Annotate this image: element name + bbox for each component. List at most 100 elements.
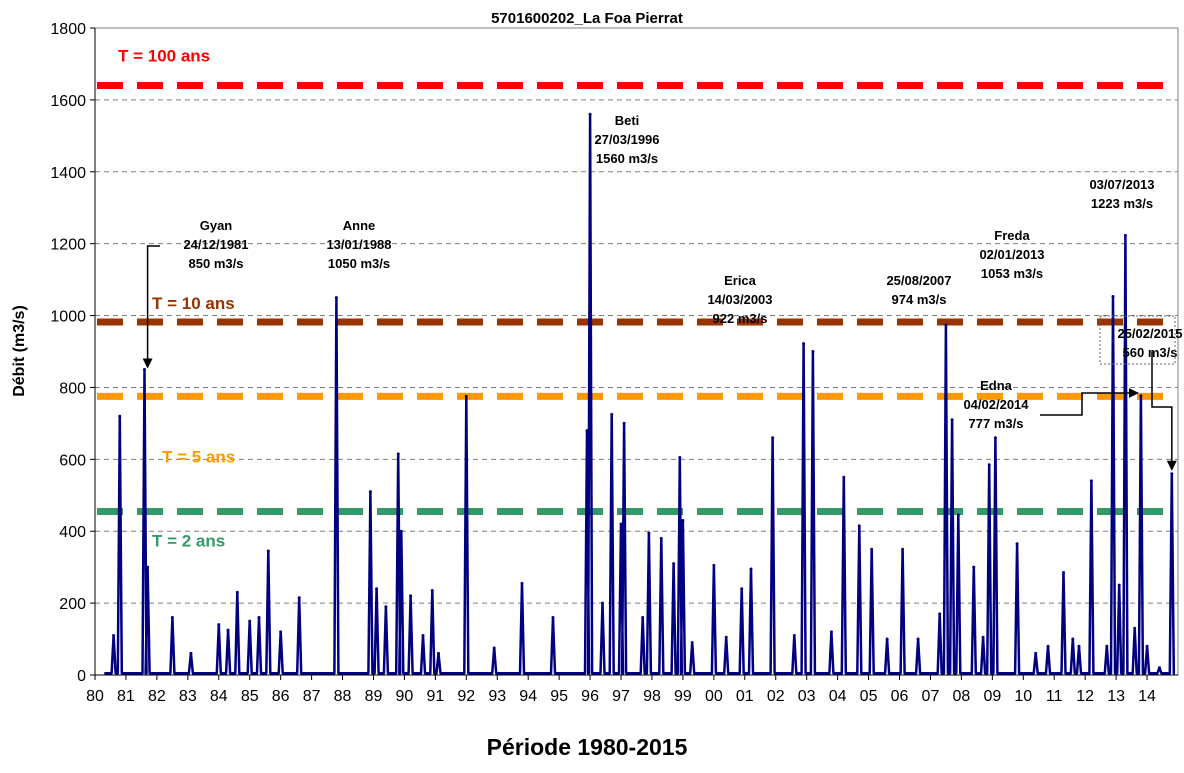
x-tick-label: 91 <box>426 688 444 705</box>
data-point <box>972 565 976 569</box>
data-point <box>842 475 846 479</box>
annotation-text: 1223 m3/s <box>1091 196 1153 211</box>
y-tick-label: 0 <box>77 668 86 685</box>
data-point <box>1046 644 1050 648</box>
data-point <box>492 646 496 650</box>
data-point <box>1089 479 1093 483</box>
data-point <box>678 456 682 460</box>
annotation-text: Gyan <box>200 218 233 233</box>
data-point <box>690 641 694 645</box>
gyan-arrow <box>142 245 160 369</box>
data-point <box>248 619 252 623</box>
x-tick-label: 98 <box>643 688 661 705</box>
data-point <box>1105 644 1109 648</box>
x-tick-label: 08 <box>953 688 971 705</box>
annotation-text: 02/01/2013 <box>979 247 1044 262</box>
data-point <box>641 615 645 619</box>
y-tick-label: 1800 <box>50 21 86 38</box>
y-axis-label: Débit (m3/s) <box>11 305 28 397</box>
data-point <box>226 628 230 632</box>
x-tick-label: 92 <box>457 688 475 705</box>
data-point <box>189 651 193 655</box>
annotation-text: 1560 m3/s <box>596 151 658 166</box>
data-point <box>1145 644 1149 648</box>
data-point <box>1034 651 1038 655</box>
data-point <box>944 323 948 327</box>
data-point <box>257 615 261 619</box>
threshold-label: T = 5 ans <box>162 447 235 466</box>
data-point <box>870 547 874 551</box>
x-tick-label: 89 <box>365 688 383 705</box>
x-tick-label: 07 <box>922 688 940 705</box>
x-tick-label: 10 <box>1014 688 1032 705</box>
annotation-text: 27/03/1996 <box>594 132 659 147</box>
x-tick-label: 96 <box>581 688 599 705</box>
x-tick-label: 87 <box>303 688 321 705</box>
y-tick-label: 1600 <box>50 93 86 110</box>
data-point <box>622 421 626 425</box>
x-tick-label: 12 <box>1076 688 1094 705</box>
data-point <box>647 531 651 535</box>
data-point <box>1077 644 1081 648</box>
annotation-text: 922 m3/s <box>713 311 768 326</box>
data-point <box>610 412 614 416</box>
annotation-text: 560 m3/s <box>1123 345 1178 360</box>
data-point <box>619 522 623 526</box>
x-tick-label: 88 <box>334 688 352 705</box>
data-point <box>409 594 413 598</box>
data-point <box>916 637 920 641</box>
data-point <box>375 587 379 591</box>
data-point <box>740 587 744 591</box>
data-point <box>430 589 434 593</box>
data-point <box>170 615 174 619</box>
x-tick-label: 06 <box>891 688 909 705</box>
x-tick-label: 95 <box>550 688 568 705</box>
x-tick-label: 09 <box>983 688 1001 705</box>
annotation-layer: Gyan 24/12/1981 850 m3/s Anne 13/01/1988 1050… <box>142 113 1183 471</box>
data-point <box>724 635 728 639</box>
data-point <box>802 342 806 346</box>
x-tick-label: 14 <box>1138 688 1156 705</box>
x-tick-label: 85 <box>241 688 259 705</box>
data-point <box>146 565 150 569</box>
data-point <box>600 601 604 605</box>
data-point <box>297 596 301 600</box>
annotation-text: 14/03/2003 <box>707 292 772 307</box>
x-axis-label: Période 1980-2015 <box>487 734 688 760</box>
data-point <box>681 518 685 522</box>
x-tick-label: 83 <box>179 688 197 705</box>
data-point <box>1015 542 1019 546</box>
data-point <box>829 630 833 634</box>
series-layer <box>104 112 1176 675</box>
x-tick-label: 94 <box>519 688 537 705</box>
threshold-label: T = 10 ans <box>152 294 235 313</box>
x-tick-label: 03 <box>798 688 816 705</box>
data-point <box>771 436 775 440</box>
data-point <box>885 637 889 641</box>
x-tick-label: 04 <box>829 688 847 705</box>
data-point <box>672 562 676 566</box>
data-point <box>112 633 116 637</box>
data-point <box>1062 571 1066 575</box>
edna-arrow <box>1040 388 1139 416</box>
annotation-text: 1050 m3/s <box>328 256 390 271</box>
x-tick-label: 02 <box>767 688 785 705</box>
data-point <box>384 605 388 609</box>
x-tick-label: 86 <box>272 688 290 705</box>
x-tick-label: 13 <box>1107 688 1125 705</box>
threshold-label: T = 100 ans <box>118 47 210 66</box>
data-point <box>279 630 283 634</box>
data-point <box>1071 637 1075 641</box>
annotation-text: Erica <box>724 273 757 288</box>
data-point <box>399 529 403 533</box>
x-tick-label: 11 <box>1046 688 1063 705</box>
annotation-text: 24/12/1981 <box>183 237 248 252</box>
x-tick-label: 84 <box>210 688 228 705</box>
data-point <box>956 513 960 517</box>
data-point <box>981 635 985 639</box>
annotation-text: 25/02/2015 <box>1117 326 1182 341</box>
data-point <box>901 547 905 551</box>
data-point <box>1139 394 1143 398</box>
data-point <box>1111 295 1115 299</box>
